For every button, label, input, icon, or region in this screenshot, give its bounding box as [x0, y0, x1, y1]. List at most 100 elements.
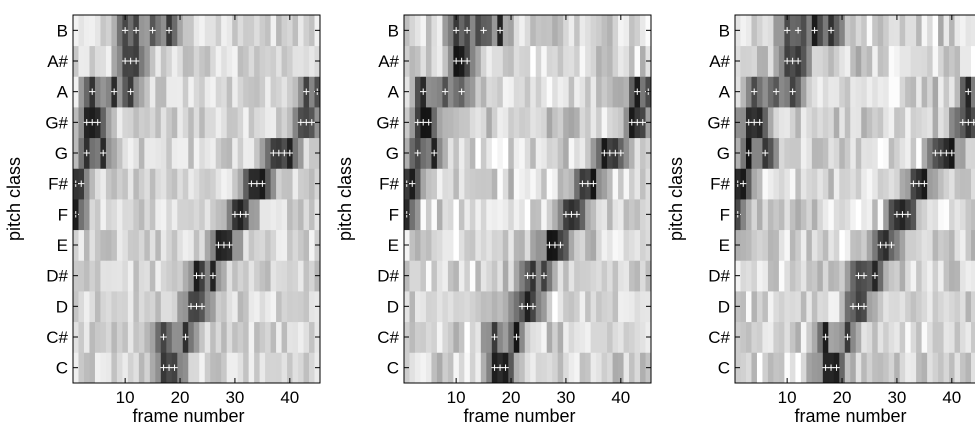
heatmap-cell	[894, 352, 901, 384]
peak-marker	[910, 180, 917, 187]
y-tick-label: A	[719, 83, 731, 102]
heatmap-cell	[960, 352, 966, 384]
heatmap-cell	[850, 76, 857, 108]
heatmap-cell	[839, 15, 846, 47]
heatmap-cell	[601, 352, 608, 384]
heatmap-cell	[784, 107, 791, 139]
heatmap-cell	[138, 15, 145, 47]
heatmap-cell	[855, 15, 862, 47]
peak-marker	[275, 149, 283, 157]
heatmap-cell	[475, 15, 482, 47]
heatmap-cell	[921, 15, 928, 47]
heatmap-cell	[100, 229, 107, 261]
heatmap-cell	[811, 168, 818, 200]
peak-marker	[491, 364, 498, 371]
heatmap-cell	[138, 45, 145, 77]
heatmap-cell	[464, 260, 471, 292]
heatmap-cell	[883, 45, 890, 77]
heatmap-cell	[133, 76, 140, 108]
heatmap-cell	[800, 15, 807, 47]
heatmap-cell	[899, 168, 906, 200]
heatmap-cell	[83, 199, 90, 231]
heatmap-cell	[502, 45, 509, 77]
heatmap-cell	[888, 15, 895, 47]
heatmap-cell	[248, 229, 255, 261]
heatmap-cell	[971, 229, 975, 261]
heatmap-cell	[78, 352, 85, 384]
heatmap-cell	[414, 321, 421, 353]
heatmap-cell	[497, 291, 504, 323]
heatmap-cells	[735, 15, 975, 384]
heatmap-cell	[111, 229, 118, 261]
heatmap-cell	[833, 291, 840, 323]
heatmap-cell	[806, 291, 813, 323]
heatmap-cell	[800, 260, 807, 292]
heatmap-cell	[910, 291, 917, 323]
heatmap-cell	[122, 260, 129, 292]
heatmap-cell	[78, 291, 85, 323]
heatmap-cell	[877, 15, 884, 47]
heatmap-cell	[83, 76, 90, 108]
heatmap-cell	[938, 352, 944, 384]
heatmap-cell	[226, 137, 233, 169]
heatmap-cell	[122, 168, 129, 200]
heatmap-cell	[248, 76, 255, 108]
peak-marker	[458, 57, 465, 65]
heatmap-cell	[629, 260, 635, 292]
heatmap-cell	[844, 199, 851, 231]
heatmap-cell	[171, 76, 178, 108]
heatmap-cell	[916, 107, 923, 139]
heatmap-cell	[524, 45, 531, 77]
heatmap-cell	[817, 137, 824, 169]
heatmap-cell	[83, 168, 90, 200]
heatmap-cell	[497, 260, 504, 292]
heatmap-cell	[265, 137, 271, 169]
heatmap-cell	[414, 168, 421, 200]
heatmap-cell	[623, 199, 630, 231]
heatmap-cell	[105, 291, 112, 323]
heatmap-cell	[740, 76, 747, 108]
heatmap-cell	[243, 260, 250, 292]
heatmap-cell	[872, 76, 879, 108]
heatmap-cell	[149, 45, 156, 77]
heatmap-cell	[270, 76, 277, 108]
heatmap-cell	[199, 15, 206, 47]
heatmap-cell	[480, 199, 487, 231]
heatmap-cell	[894, 107, 901, 139]
heatmap-cell	[579, 45, 586, 77]
heatmap-cell	[475, 137, 482, 169]
peak-markers	[734, 27, 975, 371]
peak-marker	[303, 88, 310, 95]
heatmap-cell	[623, 352, 630, 384]
heatmap-cell	[640, 291, 646, 323]
heatmap-cell	[265, 321, 271, 353]
heatmap-cell	[767, 321, 774, 353]
heatmap-cell	[800, 352, 807, 384]
heatmap-cell	[486, 137, 493, 169]
heatmap-cell	[138, 260, 145, 292]
heatmap-cell	[954, 321, 961, 353]
heatmap-cell	[431, 229, 438, 261]
heatmap-cell	[524, 352, 531, 384]
heatmap-cell	[535, 229, 542, 261]
heatmap-cell	[872, 107, 879, 139]
heatmap-cell	[839, 168, 846, 200]
heatmap-cell	[590, 291, 597, 323]
heatmap-cell	[971, 168, 975, 200]
heatmap-cell	[480, 137, 487, 169]
heatmap-cell	[861, 199, 868, 231]
x-tick-label: 20	[171, 388, 190, 407]
heatmap-cell	[762, 107, 769, 139]
heatmap-cell	[160, 229, 167, 261]
heatmap-cell	[899, 45, 906, 77]
heatmap-cell	[618, 260, 624, 292]
heatmap-cell	[254, 321, 261, 353]
heatmap-cell	[193, 15, 200, 47]
heatmap-cell	[784, 291, 791, 323]
heatmap-cell	[640, 229, 646, 261]
heatmap-cell	[767, 137, 774, 169]
heatmap-cell	[629, 168, 635, 200]
heatmap-cell	[844, 45, 851, 77]
peak-marker	[617, 149, 625, 157]
heatmap-cell	[309, 229, 315, 261]
